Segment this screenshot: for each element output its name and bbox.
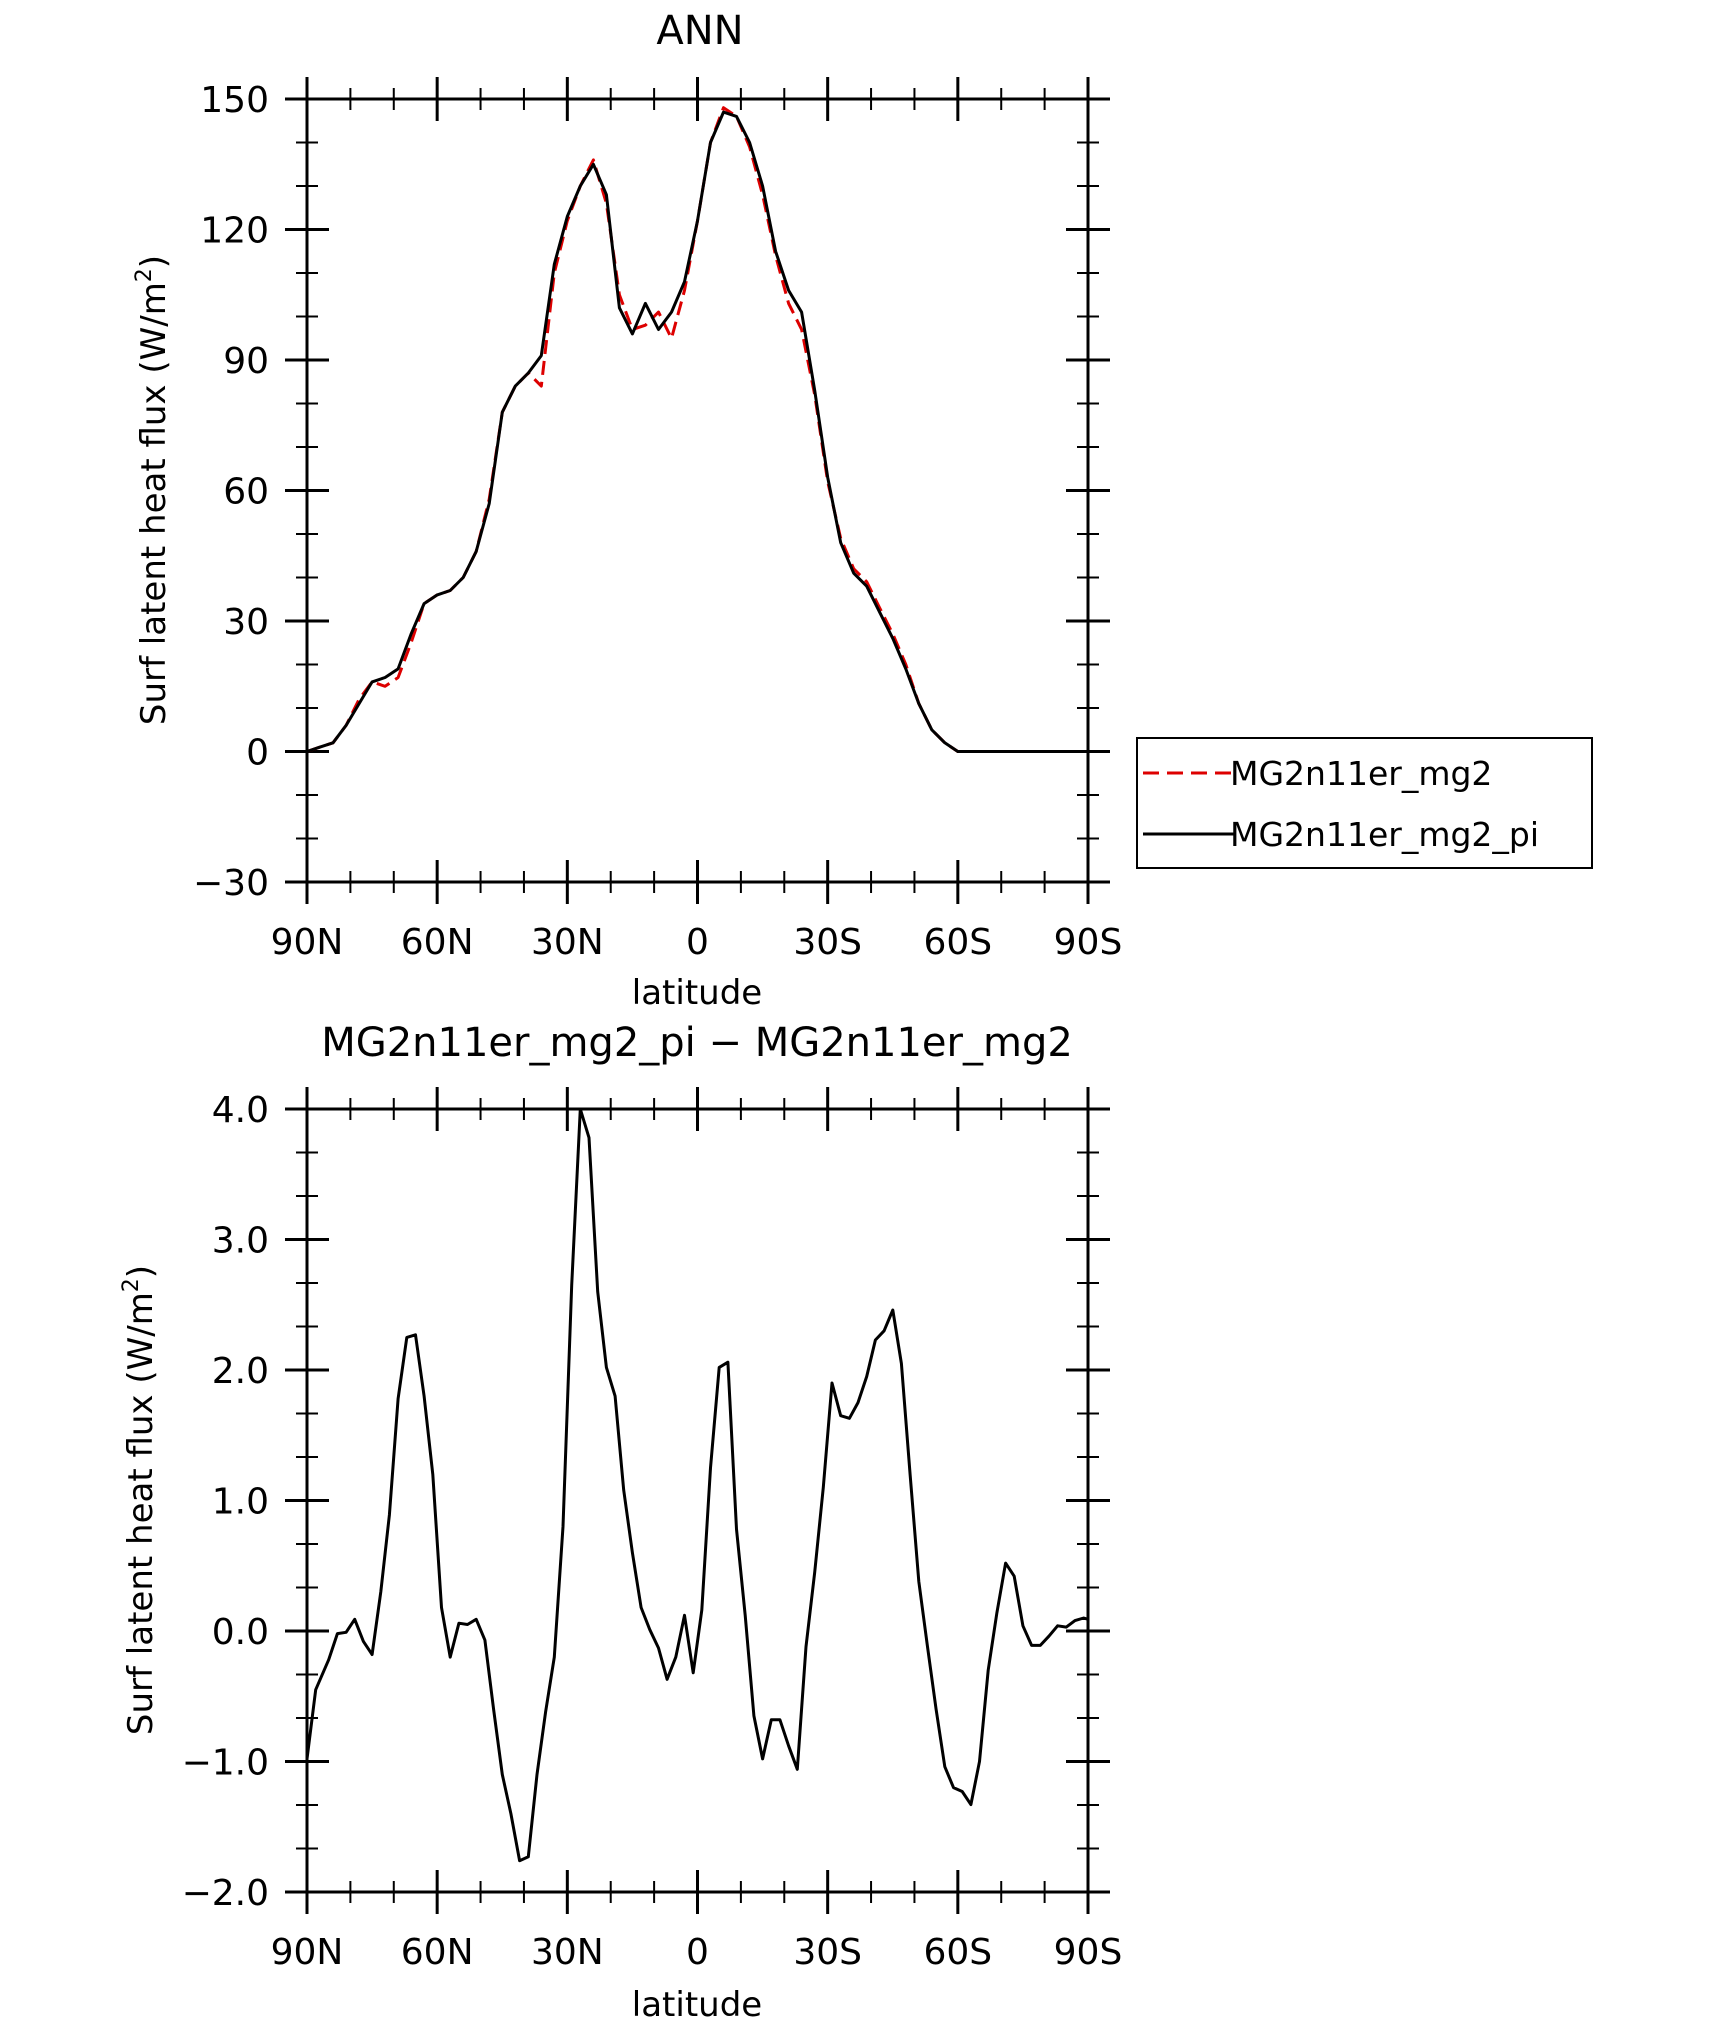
y-tick-label: 0 — [246, 733, 269, 774]
x-tick-label: 30S — [793, 922, 862, 963]
panel-difference-chart: MG2n11er_mg2_pi − MG2n11er_mg2 −2.0 −1.0 0… — [119, 1020, 1122, 2021]
x-axis-label: latitude — [632, 973, 762, 1013]
x-tick-label: 90S — [1054, 1932, 1123, 1973]
axis-ticks — [285, 1087, 1110, 1914]
x-tick-label: 0 — [686, 922, 709, 963]
x-tick-label: 90S — [1054, 922, 1123, 963]
series-line-mg2n11er-mg2 — [306, 106, 1088, 753]
y-tick-label: 60 — [223, 472, 269, 513]
y-tick-label: −1.0 — [182, 1743, 269, 1784]
chart-title: MG2n11er_mg2_pi − MG2n11er_mg2 — [321, 1020, 1073, 1066]
x-tick-label: 90N — [271, 922, 344, 963]
y-tick-label: 90 — [223, 341, 269, 382]
y-tick-label: 150 — [200, 80, 269, 121]
y-axis-label-sup: 2 — [132, 268, 157, 282]
series-line-mg2n11er-mg2-pi — [306, 110, 1088, 753]
x-tick-label: 60S — [923, 922, 992, 963]
y-axis-label-sup: 2 — [119, 1278, 144, 1292]
y-tick-label: −2.0 — [182, 1873, 269, 1914]
series-lines — [306, 106, 1088, 753]
series-lines — [305, 1107, 1089, 1863]
x-tick-label: 30N — [531, 922, 604, 963]
x-tick-label: 30S — [793, 1932, 862, 1973]
legend-label-mg2-pi: MG2n11er_mg2_pi — [1230, 815, 1539, 854]
plot-frame — [305, 97, 1090, 884]
legend-label-mg2: MG2n11er_mg2 — [1230, 754, 1492, 793]
y-tick-label: 120 — [200, 211, 269, 252]
y-tick-label: 3.0 — [212, 1221, 269, 1262]
x-tick-label: 0 — [686, 1932, 709, 1973]
y-tick-label: 2.0 — [212, 1351, 269, 1392]
y-tick-labels: −2.0 −1.0 0.0 1.0 2.0 3.0 4.0 — [182, 1090, 269, 1914]
x-tick-labels: 90N 60N 30N 0 30S 60S 90S — [271, 922, 1123, 963]
x-tick-label: 60S — [923, 1932, 992, 1973]
series-line-difference — [305, 1107, 1089, 1863]
y-axis-label-main: Surf latent heat flux (W/m — [134, 282, 174, 725]
y-tick-labels: −30 0 30 60 90 120 150 — [193, 80, 269, 904]
x-tick-label: 60N — [401, 922, 474, 963]
plot-frame — [305, 1107, 1090, 1894]
legend: MG2n11er_mg2 MG2n11er_mg2_pi — [1136, 737, 1593, 869]
chart-title: ANN — [656, 8, 743, 54]
legend-box — [1136, 737, 1593, 869]
x-tick-labels: 90N 60N 30N 0 30S 60S 90S — [271, 1932, 1123, 1973]
y-axis-label: Surf latent heat flux (W/m2) — [119, 1265, 161, 1735]
x-tick-label: 90N — [271, 1932, 344, 1973]
panel-annual-chart: ANN −30 0 30 60 90 120 150 90N 60N 30N 0 30S 60S 90S… — [132, 8, 1593, 1013]
axis-ticks — [285, 77, 1110, 904]
y-tick-label: 1.0 — [212, 1482, 269, 1523]
y-axis-label-main: Surf latent heat flux (W/m — [121, 1292, 161, 1735]
y-tick-label: 4.0 — [212, 1090, 269, 1131]
y-tick-label: 0.0 — [212, 1612, 269, 1653]
x-tick-label: 60N — [401, 1932, 474, 1973]
y-tick-label: 30 — [223, 602, 269, 643]
y-axis-label-end: ) — [134, 255, 174, 268]
y-axis-label: Surf latent heat flux (W/m2) — [132, 255, 174, 725]
y-tick-label: −30 — [193, 863, 269, 904]
x-axis-label: latitude — [632, 1985, 762, 2021]
y-axis-label-end: ) — [121, 1265, 161, 1278]
x-tick-label: 30N — [531, 1932, 604, 1973]
